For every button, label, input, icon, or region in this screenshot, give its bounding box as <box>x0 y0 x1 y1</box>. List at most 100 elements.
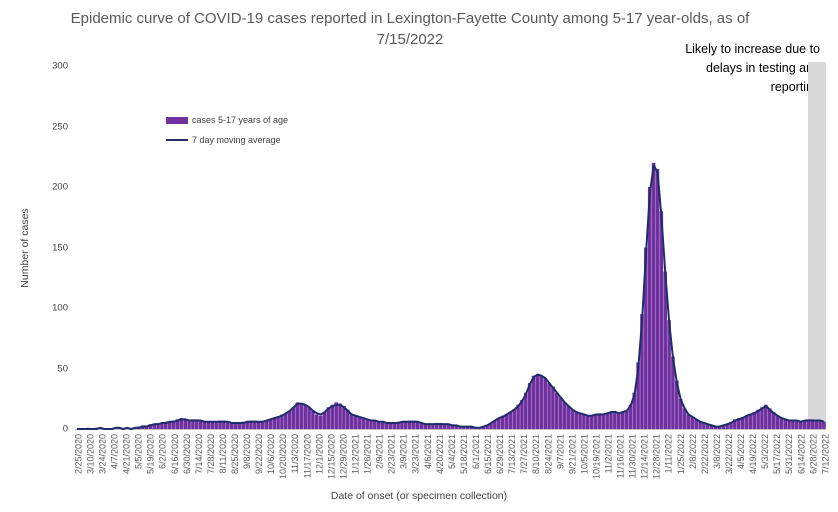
x-tick-label: 3/8/2022 <box>712 434 722 469</box>
x-tick-label: 12/29/2020 <box>338 434 348 479</box>
case-bar <box>624 410 629 429</box>
case-bar <box>326 407 331 429</box>
x-tick-label: 5/4/2021 <box>447 434 457 469</box>
case-bar <box>202 421 207 429</box>
case-bar <box>512 409 517 429</box>
case-bar <box>376 421 381 429</box>
case-bar <box>388 422 393 429</box>
case-bar <box>787 420 791 429</box>
case-bar <box>357 416 362 429</box>
y-tick-label: 300 <box>52 60 68 72</box>
legend: cases 5-17 years of age 7 day moving ave… <box>166 110 288 150</box>
case-bar <box>613 410 617 429</box>
case-bar <box>729 421 733 429</box>
x-tick-label: 10/5/2021 <box>579 434 589 474</box>
case-bar <box>500 415 505 429</box>
x-tick-label: 11/3/2020 <box>290 434 300 473</box>
case-bar <box>791 420 795 429</box>
case-bar <box>415 421 420 429</box>
case-bar <box>253 420 257 429</box>
case-bar <box>736 418 741 429</box>
case-bar <box>795 420 799 429</box>
case-bar <box>764 404 768 429</box>
case-bar <box>760 407 764 429</box>
case-bar <box>578 413 582 429</box>
case-bar <box>384 422 389 429</box>
case-bar <box>438 422 443 429</box>
case-bar <box>206 421 211 429</box>
x-tick-label: 5/5/2020 <box>134 434 144 469</box>
case-bar <box>268 419 273 429</box>
case-bar <box>562 402 567 429</box>
x-tick-label: 2/25/2020 <box>73 434 83 474</box>
x-tick-label: 4/21/2020 <box>122 434 132 474</box>
case-bar <box>558 397 563 429</box>
x-tick-label: 10/20/2020 <box>278 434 288 479</box>
case-bar <box>256 421 261 429</box>
case-bar <box>520 399 524 429</box>
reporting-delay-note: Likely to increase due to delays in test… <box>685 42 820 94</box>
legend-bar-swatch <box>166 116 188 124</box>
case-bar <box>345 409 350 429</box>
case-bar <box>218 420 222 429</box>
case-bar <box>516 404 520 429</box>
case-bar <box>179 418 184 429</box>
case-bar <box>555 392 559 429</box>
x-tick-label: 1/11/2022 <box>664 434 674 473</box>
case-bar <box>694 419 698 429</box>
case-bar <box>659 211 664 429</box>
y-tick-label: 200 <box>52 181 68 193</box>
case-bar <box>249 420 253 429</box>
case-bar <box>222 420 226 429</box>
x-tick-label: 11/17/2020 <box>302 434 312 478</box>
x-tick-label: 8/11/2020 <box>218 434 228 473</box>
case-bar <box>709 425 714 429</box>
legend-line-swatch <box>166 139 188 141</box>
x-tick-label: 8/10/2021 <box>531 434 541 474</box>
case-bar <box>663 271 667 429</box>
case-bar <box>272 418 276 429</box>
case-bar <box>287 410 292 429</box>
case-bar <box>767 408 772 429</box>
case-bar <box>806 419 811 429</box>
x-tick-label: 9/21/2021 <box>567 434 577 474</box>
case-bar <box>164 421 168 429</box>
case-bar <box>396 421 400 429</box>
x-tick-label: 1/25/2022 <box>676 434 686 474</box>
x-tick-label: 3/23/2021 <box>411 434 421 474</box>
case-bar <box>651 162 656 430</box>
y-tick-label: 250 <box>52 121 68 132</box>
case-bar <box>678 398 683 429</box>
case-bar <box>315 414 319 429</box>
case-bar <box>725 424 729 429</box>
case-bar <box>527 383 532 429</box>
case-bar <box>427 424 431 429</box>
case-bar <box>400 421 404 429</box>
case-bar <box>411 420 416 429</box>
case-bar <box>632 392 637 429</box>
case-bar <box>349 414 354 429</box>
moving-average-line <box>76 164 825 430</box>
case-bar <box>423 424 427 429</box>
x-tick-label: 6/29/2021 <box>495 434 505 474</box>
case-bar <box>752 412 757 429</box>
x-tick-label: 6/1/2021 <box>471 434 481 469</box>
case-bar <box>601 414 606 429</box>
case-bar <box>373 420 377 429</box>
x-tick-label: 7/12/2022 <box>820 434 830 474</box>
x-tick-label: 5/3/2022 <box>760 434 770 469</box>
y-tick-label: 50 <box>57 363 68 374</box>
case-bar <box>814 420 818 429</box>
x-tick-label: 7/13/2021 <box>507 434 517 474</box>
case-bar <box>597 413 602 429</box>
case-bar <box>214 421 218 429</box>
case-bar <box>407 420 412 429</box>
case-bar <box>547 383 551 429</box>
case-bar <box>229 422 234 429</box>
case-bar <box>167 421 172 429</box>
case-bar <box>798 421 803 429</box>
case-bar <box>717 426 722 429</box>
case-bar <box>353 415 358 429</box>
x-tick-label: 6/2/2020 <box>158 434 168 469</box>
case-bar <box>628 404 633 429</box>
